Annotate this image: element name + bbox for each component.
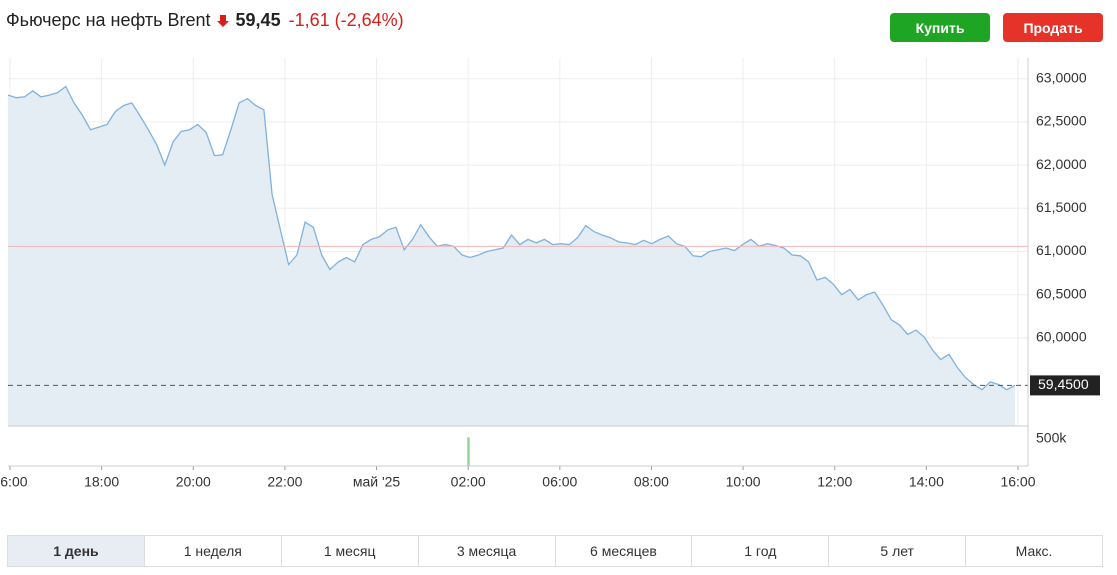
range-tab[interactable]: 6 месяцев (554, 536, 692, 566)
x-tick-label: 12:00 (817, 474, 852, 490)
x-tick-label: 10:00 (726, 474, 761, 490)
y-tick-label: 60,5000 (1036, 285, 1087, 301)
current-price-label: 59,4500 (1038, 376, 1089, 392)
x-tick-label: 06:00 (542, 474, 577, 490)
title: Фьючерс на нефть Brent (6, 10, 211, 30)
change: -1,61 (-2,64%) (288, 10, 404, 30)
current-price-box (1030, 375, 1100, 396)
range-tab[interactable]: 1 неделя (143, 536, 281, 566)
x-tick-label: 16:00 (1000, 474, 1035, 490)
range-tab[interactable]: 1 месяц (280, 536, 418, 566)
price: 59,45 (235, 10, 281, 30)
price-line (7, 85, 1016, 391)
y-tick-label: 60,0000 (1036, 329, 1087, 345)
x-tick-label: май '25 (353, 474, 401, 490)
range-tab[interactable]: 1 день (8, 536, 144, 566)
y-tick-label: 62,0000 (1036, 156, 1087, 172)
y-tick-label: 61,0000 (1036, 242, 1087, 258)
volume-tick-label: 500k (1036, 430, 1067, 446)
y-tick-label: 61,5000 (1036, 199, 1087, 215)
buy-button[interactable]: Купить (890, 13, 990, 42)
chart: 63,0000 62,5000 62,0000 61,5000 61,0000 60,50… (0, 58, 1100, 490)
y-tick-label: 63,0000 (1036, 69, 1087, 85)
sell-button[interactable]: Продать (1003, 13, 1103, 42)
down-arrow (216, 14, 229, 27)
x-tick-label: 22:00 (267, 474, 302, 490)
range-tab[interactable]: 5 лет (828, 536, 965, 566)
y-tick-label: 62,5000 (1036, 113, 1087, 129)
x-tick-label: 16:00 (0, 474, 28, 490)
area (8, 86, 1015, 426)
x-tick-label: 14:00 (909, 474, 944, 490)
x-tick-label: 02:00 (451, 474, 486, 490)
x-tick-label: 20:00 (176, 474, 211, 490)
volume-bar (467, 437, 470, 466)
range-tab[interactable]: 1 год (691, 536, 828, 566)
range-tabs: 1 день 1 неделя 1 месяц 3 месяца 6 месяцев 1 … (7, 535, 1103, 567)
x-tick-label: 18:00 (84, 474, 119, 490)
range-tab[interactable]: 3 месяца (417, 536, 555, 566)
x-tick-label: 08:00 (634, 474, 669, 490)
header: Фьючерс на нефть Brent 59,45 -1,61 (-2,6… (6, 10, 404, 31)
range-tab[interactable]: Макс. (965, 536, 1102, 566)
